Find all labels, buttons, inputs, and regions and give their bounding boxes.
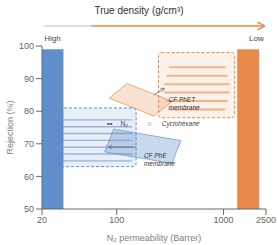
svg-text:High: High [44,34,60,43]
svg-text:Rejection (%): Rejection (%) [8,100,15,154]
svg-text:1000: 1000 [213,215,233,225]
svg-text:N₂ permeability (Barrer): N₂ permeability (Barrer) [107,233,202,243]
svg-text:100: 100 [19,41,34,51]
svg-text:True density (g/cm³): True density (g/cm³) [94,5,183,16]
svg-text:CF PhETmembrane: CF PhETmembrane [169,96,200,111]
svg-text:60: 60 [24,172,34,182]
svg-text:Cyclohexane: Cyclohexane [162,120,200,128]
svg-text:CF PhEmembrane: CF PhEmembrane [144,152,175,167]
svg-text:80: 80 [24,106,34,116]
svg-text:90: 90 [24,74,34,84]
svg-text:○: ○ [147,120,151,127]
svg-text:50: 50 [24,204,34,214]
svg-text:Low: Low [249,34,264,43]
svg-text:2500: 2500 [256,215,270,225]
svg-text:20: 20 [37,215,47,225]
svg-text:70: 70 [24,139,34,149]
svg-text:N₂: N₂ [120,120,128,127]
svg-text:100: 100 [109,215,124,225]
svg-text:••: •• [107,119,113,128]
